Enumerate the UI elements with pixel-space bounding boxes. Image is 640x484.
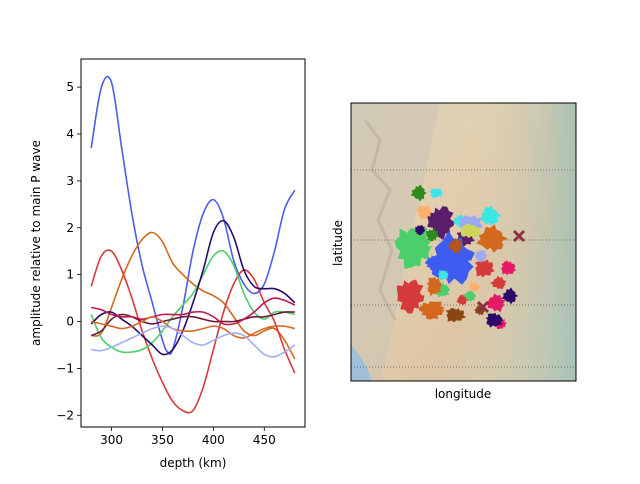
cluster-blob (394, 227, 432, 269)
y-axis-ticks: −2 −1 0 1 2 3 4 5 (56, 80, 81, 422)
ocean-corner (351, 345, 372, 381)
cluster-blob (447, 237, 464, 254)
series-line-7 (91, 297, 296, 326)
x-tick-label: 350 (151, 433, 174, 447)
map-y-axis-label: latitude (331, 220, 345, 266)
y-tick-label: 3 (66, 174, 74, 188)
cluster-blob (458, 222, 482, 239)
y-tick-label: 2 (66, 221, 74, 235)
y-tick-label: 5 (66, 80, 74, 94)
cluster-x-marker (512, 229, 526, 243)
series-line-3 (90, 249, 296, 414)
cluster-blob (415, 225, 426, 236)
cluster-blob (426, 277, 442, 297)
y-tick-label: −2 (56, 408, 74, 422)
cluster-blob (396, 279, 425, 314)
map-frame (350, 102, 577, 382)
y-tick-label: 1 (66, 268, 74, 282)
map-x-axis-label: longitude (435, 387, 492, 401)
y-axis-label: amplitude relative to main P wave (29, 140, 43, 346)
series-line-4 (90, 249, 295, 354)
series-line-8 (91, 315, 295, 339)
line-chart: 300 350 400 450 −2 −1 0 1 2 3 4 5 depth (km) ampli… (29, 58, 306, 470)
cluster-blob (416, 205, 432, 220)
terrain-ridge (363, 119, 397, 321)
series-line-9 (91, 325, 296, 358)
cluster-blob (456, 294, 470, 306)
x-tick-label: 450 (253, 433, 276, 447)
x-tick-label: 300 (100, 433, 123, 447)
clusters-layer (394, 184, 526, 330)
cluster-blob (475, 258, 495, 278)
series-layer (90, 75, 296, 414)
cluster-blob (445, 308, 467, 323)
cluster-blob (424, 255, 441, 271)
cluster-blob (419, 301, 445, 320)
cluster-map: longitude latitude (331, 102, 577, 401)
terrain-east-shade (460, 103, 576, 381)
cluster-blob (490, 275, 507, 290)
cluster-blob (462, 289, 477, 302)
y-tick-label: −1 (56, 361, 74, 375)
cluster-x-marker (476, 300, 490, 314)
series-line-6 (90, 311, 295, 337)
cluster-blob (501, 287, 518, 305)
series-line-2 (91, 231, 296, 360)
x-axis-label: depth (km) (160, 456, 227, 470)
series-line-1 (90, 75, 296, 356)
y-tick-label: 0 (66, 315, 74, 329)
cluster-blob (437, 270, 449, 281)
plot-frame (80, 58, 306, 428)
cluster-blob (501, 260, 517, 276)
x-axis-ticks: 300 350 400 450 (100, 427, 276, 447)
cluster-blob (476, 224, 508, 253)
cluster-blob (485, 312, 503, 328)
series-line-5 (90, 219, 296, 356)
cluster-blob (474, 249, 488, 263)
cluster-blob (425, 229, 439, 242)
cluster-blob (468, 281, 481, 293)
cluster-blob (479, 205, 503, 226)
cluster-blob (429, 188, 444, 199)
x-tick-label: 400 (202, 433, 225, 447)
cluster-blob (410, 184, 427, 202)
plot-area (81, 59, 305, 427)
y-tick-label: 4 (66, 127, 74, 141)
